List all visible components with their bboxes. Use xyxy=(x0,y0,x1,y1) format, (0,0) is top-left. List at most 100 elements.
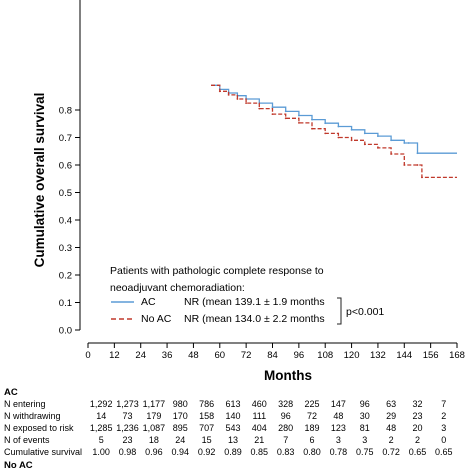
table-cell: 0 xyxy=(441,435,446,445)
table-heading-ac: AC xyxy=(4,387,18,398)
series-point xyxy=(421,176,423,179)
table-cell: 2 xyxy=(441,411,446,421)
series-point xyxy=(337,136,340,139)
axes: 0.0 0.1 0.2 0.3 0.4 0.5 0.6 0.7 0.8 0 12 24 36 48 60 72… xyxy=(59,0,465,361)
y-tick-label: 0.3 xyxy=(59,243,72,254)
y-axis-label: Cumulative overall survival xyxy=(32,93,47,268)
x-tick-label: 48 xyxy=(188,350,199,361)
table-cell: 23 xyxy=(122,435,132,445)
series-point xyxy=(311,118,313,121)
series-point xyxy=(258,107,261,110)
legend-label-noac: No AC xyxy=(141,313,172,325)
table-cell: 72 xyxy=(307,411,317,421)
table-cell: 23 xyxy=(412,411,422,421)
table-row-label: N exposed to risk xyxy=(4,423,74,433)
x-tick-label: 0 xyxy=(85,350,90,361)
legend-label-ac: AC xyxy=(141,296,156,308)
series-point xyxy=(298,122,300,124)
series-point xyxy=(363,132,366,135)
series-point xyxy=(390,139,392,142)
x-axis-label: Months xyxy=(264,368,312,383)
table-cell: 0.83 xyxy=(277,447,295,457)
table-cell: 895 xyxy=(173,423,188,433)
table-cell: 32 xyxy=(412,399,422,409)
series-point xyxy=(218,90,221,93)
table-cell: 1,285 xyxy=(90,423,113,433)
table-cell: 96 xyxy=(360,399,370,409)
table-cell: 0.98 xyxy=(119,447,137,457)
table-row-label: N of events xyxy=(4,435,50,445)
x-tick-label: 144 xyxy=(396,350,412,361)
series-point xyxy=(416,164,419,166)
table-cell: 1,292 xyxy=(90,399,113,409)
series-point xyxy=(337,125,340,128)
table-cell: 1,087 xyxy=(143,423,166,433)
table-cell: 123 xyxy=(331,423,346,433)
legend: Patients with pathologic complete respon… xyxy=(110,265,384,325)
table-cell: 14 xyxy=(96,411,106,421)
table-cell: 613 xyxy=(225,399,240,409)
table-cell: 140 xyxy=(225,411,240,421)
table-cell: 179 xyxy=(146,411,161,421)
table-cell: 15 xyxy=(202,435,212,445)
x-tick-label: 24 xyxy=(135,350,146,361)
table-cell: 7 xyxy=(441,399,446,409)
x-tick-label: 132 xyxy=(370,350,386,361)
table-cell: 2 xyxy=(389,435,394,445)
series-point xyxy=(390,153,392,155)
table-cell: 0.92 xyxy=(198,447,216,457)
table-cell: 2 xyxy=(415,435,420,445)
table-cell: 73 xyxy=(122,411,132,421)
series-point xyxy=(350,128,353,131)
table-cell: 111 xyxy=(252,411,266,421)
x-tick-label: 120 xyxy=(344,350,360,361)
table-cell: 81 xyxy=(360,423,370,433)
legend-brace xyxy=(337,297,342,325)
series-point xyxy=(377,147,379,149)
table-heading-no-ac: No AC xyxy=(4,460,33,471)
table-cell: 0.89 xyxy=(224,447,242,457)
table-cell: 0.80 xyxy=(303,447,321,457)
y-tick-label: 0.2 xyxy=(59,271,72,282)
table-cell: 1.00 xyxy=(92,447,110,457)
table-cell: 980 xyxy=(173,399,188,409)
table-cell: 29 xyxy=(386,411,396,421)
series-point xyxy=(271,106,274,109)
table-cell: 3 xyxy=(362,435,367,445)
series-line-ac xyxy=(211,84,457,154)
table-cell: 0.75 xyxy=(356,447,374,457)
risk-table: AC No AC N entering 1,292 1,273 1,177 980 786… xyxy=(4,387,453,471)
series-layer xyxy=(211,84,457,179)
legend-title-line2: neoadjuvant chemoradiation: xyxy=(110,282,245,294)
series-point xyxy=(324,132,327,135)
legend-title-line1: Patients with pathologic complete respon… xyxy=(110,265,324,277)
series-point xyxy=(350,139,353,142)
table-cell: 170 xyxy=(173,411,188,421)
table-cell: 13 xyxy=(228,435,238,445)
table-cell: 1,236 xyxy=(116,423,139,433)
series-point xyxy=(407,142,410,144)
series-point xyxy=(377,135,379,138)
table-cell: 21 xyxy=(254,435,264,445)
table-cell: 543 xyxy=(225,423,240,433)
table-cell: 24 xyxy=(175,435,185,445)
series-point xyxy=(363,143,366,146)
x-tick-label: 60 xyxy=(214,350,225,361)
p-value: p<0.001 xyxy=(346,306,384,318)
table-cell: 7 xyxy=(283,435,288,445)
table-cell: 1,273 xyxy=(116,399,139,409)
table-cell: 1,177 xyxy=(143,399,166,409)
series-point xyxy=(271,113,274,115)
table-cell: 96 xyxy=(281,411,291,421)
series-point xyxy=(324,122,327,125)
table-cell: 328 xyxy=(278,399,293,409)
x-tick-label: 96 xyxy=(294,350,305,361)
y-tick-label: 0.8 xyxy=(59,106,72,117)
y-tick-label: 0.0 xyxy=(59,326,72,337)
table-cell: 158 xyxy=(199,411,214,421)
table-cell: 6 xyxy=(309,435,314,445)
table-cell: 0.65 xyxy=(409,447,427,457)
y-tick-label: 0.5 xyxy=(59,188,72,199)
table-row-label: N withdrawing xyxy=(4,411,61,421)
